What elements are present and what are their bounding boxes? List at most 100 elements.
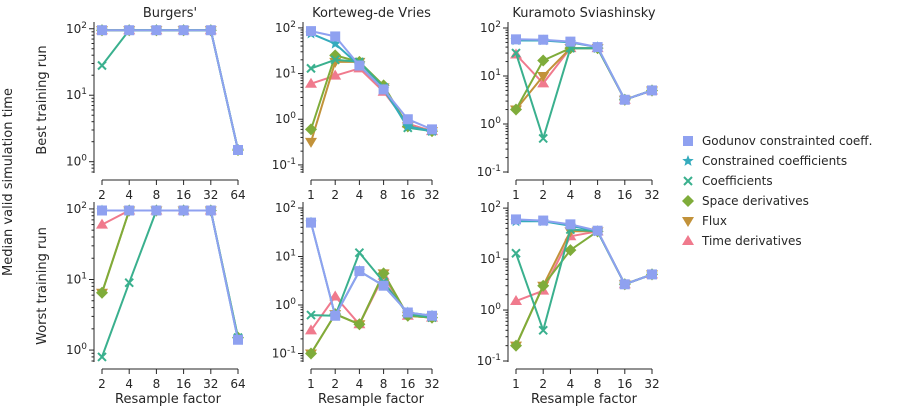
- series-space-derivatives: [510, 225, 658, 352]
- x-tick-label: 4: [356, 377, 364, 391]
- series-line: [515, 230, 653, 347]
- data-point: [511, 34, 521, 45]
- data-point: [510, 339, 522, 352]
- x-tick-label: 1: [512, 377, 520, 391]
- series-godunov-constrainted-coeff-: [97, 205, 243, 345]
- data-point: [592, 225, 603, 236]
- data-point: [647, 85, 657, 96]
- series-line: [310, 58, 433, 133]
- legend: Godunov constrainted coeff. Constrained c…: [682, 134, 872, 248]
- xlabel-col-2: Resample factor: [531, 392, 638, 407]
- series-line: [102, 29, 239, 151]
- x-tick-label: 4: [125, 188, 133, 202]
- data-point: [97, 25, 107, 36]
- series-constrained-coefficients: [96, 204, 244, 345]
- series-time-derivatives: [510, 225, 658, 306]
- legend-marker: [682, 235, 694, 245]
- panels: Burgers' 100 101 102 2 4 8 16 32 64 Korteweg-de Vr…: [66, 6, 660, 391]
- x-tick-label: 32: [644, 188, 659, 202]
- y-tick-label: 102: [66, 21, 87, 36]
- x-tick-label: 4: [567, 377, 575, 391]
- data-point: [124, 278, 134, 288]
- data-point: [124, 205, 135, 216]
- x-tick-label: 2: [331, 377, 339, 391]
- series-constrained-coefficients: [305, 27, 438, 136]
- x-tick-label: 1: [307, 377, 315, 391]
- legend-item: Constrained coefficients: [682, 154, 847, 168]
- series-line: [102, 29, 239, 151]
- x-tick-label: 32: [644, 377, 659, 391]
- y-tick-label: 100: [275, 111, 296, 126]
- series-coefficients: [97, 205, 243, 362]
- x-tick-label: 8: [594, 188, 602, 202]
- data-point: [97, 60, 107, 71]
- data-point: [306, 26, 316, 37]
- legend-label: Godunov constrainted coeff.: [702, 134, 872, 148]
- legend-item: Coefficients: [683, 174, 773, 188]
- data-point: [151, 205, 162, 216]
- data-point: [538, 325, 548, 336]
- data-point: [402, 307, 413, 318]
- y-tick-label: 10-1: [477, 353, 501, 368]
- data-point: [329, 37, 341, 49]
- data-point: [96, 286, 108, 299]
- data-point: [353, 318, 366, 331]
- data-point: [402, 114, 413, 125]
- data-point: [233, 334, 243, 345]
- panel-title: Korteweg-de Vries: [312, 6, 431, 21]
- data-point: [538, 215, 549, 226]
- panel-kdv-best: Korteweg-de Vries 10-1 100 101 102 1 2 4 8 16 32: [272, 6, 440, 202]
- data-point: [538, 34, 549, 45]
- series-line: [101, 29, 239, 151]
- data-point: [619, 279, 630, 290]
- x-tick-label: 8: [153, 188, 161, 202]
- data-point: [97, 205, 107, 216]
- series-godunov-constrainted-coeff-: [306, 217, 437, 321]
- data-point: [647, 269, 657, 280]
- series-line: [515, 228, 653, 332]
- data-point: [330, 55, 340, 65]
- data-point: [377, 267, 390, 280]
- x-tick-label: 64: [230, 377, 245, 391]
- data-point: [305, 137, 317, 148]
- data-point: [178, 25, 189, 36]
- series-line: [516, 39, 653, 101]
- x-tick-label: 16: [176, 377, 191, 391]
- data-point: [151, 25, 162, 36]
- xlabel-col-1: Resample factor: [318, 392, 425, 407]
- x-tick-label: 8: [380, 377, 388, 391]
- legend-marker: [682, 217, 694, 227]
- x-tick-label: 4: [567, 188, 575, 202]
- series-flux: [305, 57, 438, 148]
- data-point: [330, 31, 341, 42]
- x-tick-label: 8: [380, 188, 388, 202]
- x-tick-label: 2: [331, 188, 339, 202]
- x-tick-label: 1: [512, 188, 520, 202]
- y-tick-label: 101: [275, 249, 296, 264]
- data-point: [378, 280, 389, 291]
- x-tick-label: 2: [98, 377, 106, 391]
- data-point: [354, 266, 365, 277]
- x-tick-label: 32: [424, 188, 439, 202]
- series-line: [310, 54, 433, 133]
- series-line: [101, 209, 239, 338]
- x-tick-label: 32: [424, 377, 439, 391]
- x-tick-label: 16: [617, 377, 632, 391]
- panel-ks-worst: 10-1 100 101 102 1 2 4 8 16 32: [477, 200, 660, 391]
- y-tick-label: 101: [480, 251, 501, 266]
- series-line: [515, 47, 653, 110]
- data-point: [329, 49, 342, 62]
- x-tick-label: 4: [125, 377, 133, 391]
- y-tick-label: 10-1: [272, 345, 296, 360]
- panel-title: Kuramoto Sviashinsky: [512, 6, 655, 21]
- y-tick-label: 10-1: [272, 157, 296, 172]
- data-point: [329, 69, 342, 80]
- data-point: [97, 352, 107, 362]
- data-point: [538, 133, 548, 144]
- x-tick-label: 8: [153, 377, 161, 391]
- y-tick-label: 102: [480, 200, 501, 215]
- series-line: [515, 47, 653, 140]
- legend-item: Time derivatives: [682, 234, 802, 248]
- panel-burgers-worst: 100 101 102 2 4 8 16 32 64: [66, 201, 246, 391]
- x-tick-label: 16: [617, 188, 632, 202]
